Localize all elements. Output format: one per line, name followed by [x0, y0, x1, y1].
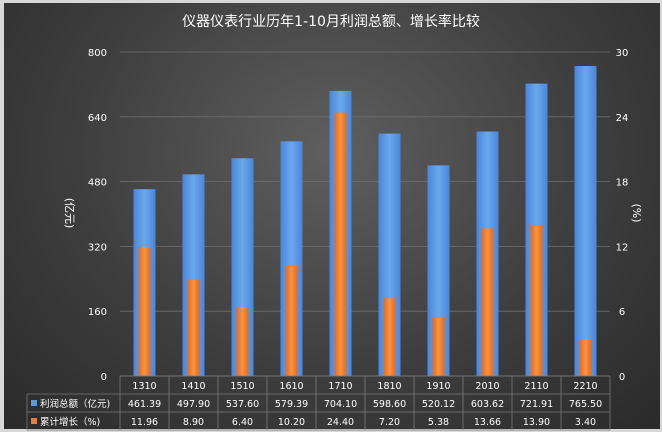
legend-label-growth: 累计增长（%)	[40, 416, 100, 428]
table-cell-profit: 497.90	[177, 399, 210, 410]
table-cell-profit: 704.10	[324, 399, 357, 410]
legend-swatch-profit	[31, 400, 37, 406]
y-left-tick-label: 320	[88, 242, 107, 253]
y-right-tick-label: 6	[619, 307, 625, 318]
bar-growth	[579, 339, 592, 376]
table-cell-growth: 7.20	[379, 417, 400, 428]
bar-growth	[187, 279, 200, 376]
x-tick-label: 1510	[230, 381, 254, 392]
table-cell-growth: 6.40	[232, 417, 253, 428]
x-tick-label: 1910	[426, 381, 450, 392]
y-axis-left-ticks: 0 160 320 480 640 800	[88, 48, 107, 383]
table-cell-growth: 10.20	[278, 417, 305, 428]
y-axis-left-label: (亿元)	[63, 198, 76, 229]
y-right-tick-label: 12	[616, 242, 629, 253]
x-tick-label: 1410	[181, 381, 205, 392]
table-cell-growth: 11.96	[131, 417, 158, 428]
table-cell-profit: 579.39	[275, 399, 308, 410]
bar-profit	[574, 65, 597, 376]
table-cell-profit: 520.12	[422, 399, 455, 410]
bar-growth	[334, 112, 347, 376]
table-cell-growth: 5.38	[428, 417, 449, 428]
table-cell-growth: 8.90	[183, 417, 204, 428]
table-cell-profit: 461.39	[128, 399, 161, 410]
legend-swatch-growth	[31, 418, 37, 424]
y-axis-right-label: (%)	[630, 203, 643, 222]
bar-growth	[285, 265, 298, 376]
y-right-tick-label: 0	[619, 372, 625, 383]
x-tick-label: 2010	[475, 381, 499, 392]
table-cell-profit: 598.60	[373, 399, 406, 410]
bar-growth	[530, 225, 543, 376]
x-tick-label: 1810	[377, 381, 401, 392]
table-cell-profit: 603.62	[471, 399, 504, 410]
table-cell-profit: 721.91	[520, 399, 553, 410]
y-left-tick-label: 0	[101, 372, 107, 383]
bar-growth	[383, 298, 396, 376]
y-left-tick-label: 800	[88, 48, 107, 59]
chart-title: 仪器仪表行业历年1-10月利润总额、增长率比较	[182, 13, 480, 30]
table-cell-growth: 13.66	[474, 417, 501, 428]
x-tick-label: 2110	[524, 381, 548, 392]
y-left-tick-label: 640	[88, 113, 107, 124]
y-left-tick-label: 160	[88, 307, 107, 318]
y-right-tick-label: 18	[616, 178, 629, 189]
x-tick-label: 1310	[132, 381, 156, 392]
bar-growth	[481, 228, 494, 376]
x-tick-label: 2210	[573, 381, 597, 392]
bar-growth	[138, 246, 151, 376]
x-tick-label: 1710	[328, 381, 352, 392]
bar-growth	[236, 306, 249, 376]
table-cell-growth: 24.40	[327, 417, 354, 428]
legend-label-profit: 利润总额（亿元)	[40, 398, 110, 410]
table-cell-profit: 765.50	[569, 399, 602, 410]
y-axis-right-ticks: 0 6 12 18 24 30	[616, 48, 629, 383]
y-right-tick-label: 24	[616, 113, 629, 124]
x-tick-label: 1610	[279, 381, 303, 392]
bar-growth	[432, 317, 445, 376]
data-table: 1310 461.39 11.96 1410 497.90 8.90 1510 537.60 6…	[26, 375, 611, 431]
y-left-tick-label: 480	[88, 178, 107, 189]
table-cell-profit: 537.60	[226, 399, 259, 410]
bars	[133, 65, 597, 376]
table-cell-growth: 13.90	[523, 417, 550, 428]
table-cell-growth: 3.40	[575, 417, 596, 428]
y-right-tick-label: 30	[616, 48, 629, 59]
